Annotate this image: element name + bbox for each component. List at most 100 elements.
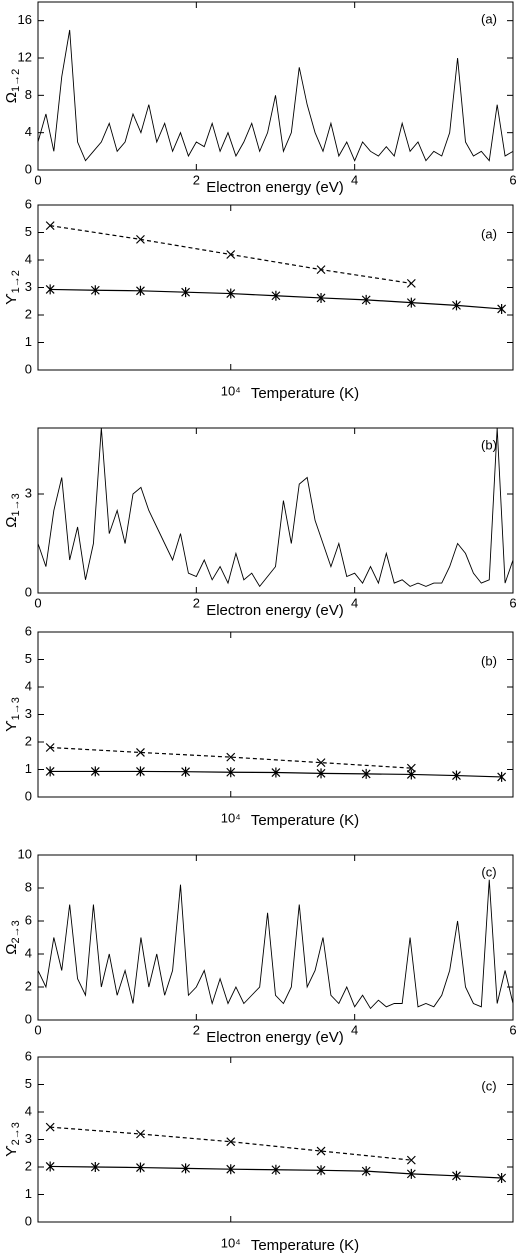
panel: 0 4 8 12 16 0 2 4 6 Electron energy (eV) Ω1→2 (a) <box>3 1 517 196</box>
x-tick-label: 0 <box>34 595 41 610</box>
marker <box>136 748 145 757</box>
x-tick-label: 10⁴ <box>221 1235 241 1250</box>
y-tick-label: 10 <box>18 846 32 861</box>
marker <box>497 771 507 782</box>
marker <box>452 300 461 311</box>
series-line <box>38 879 513 1010</box>
marker <box>316 1165 326 1176</box>
x-tick-label: 2 <box>193 1022 200 1037</box>
marker <box>497 1173 507 1183</box>
marker <box>45 766 55 777</box>
marker <box>497 303 507 314</box>
y-tick-label: 6 <box>25 196 32 211</box>
x-tick-label: 4 <box>351 595 358 610</box>
marker <box>406 1168 416 1179</box>
y-label-subscript: 1→3 <box>10 493 22 516</box>
marker <box>406 297 416 308</box>
y-tick-label: 2 <box>25 733 32 748</box>
marker <box>452 770 461 781</box>
y-tick-label: 1 <box>25 761 32 776</box>
y-tick-label: 4 <box>25 945 32 960</box>
y-axis-label: ϒ1→3 <box>3 697 22 732</box>
y-label-subscript: 2→3 <box>10 1122 22 1145</box>
y-tick-label: 16 <box>18 12 32 27</box>
y-label-symbol: Ω <box>3 517 20 528</box>
y-tick-label: 3 <box>25 706 32 721</box>
x-axis-label: Electron energy (eV) <box>206 179 344 196</box>
y-tick-label: 4 <box>25 124 32 139</box>
series-line <box>38 29 513 162</box>
y-label-subscript: 1→2 <box>10 69 22 92</box>
marker <box>361 1166 371 1177</box>
marker <box>45 221 55 231</box>
x-tick-label: 10⁴ <box>221 383 241 398</box>
x-tick-label: 6 <box>509 595 516 610</box>
panel-label: (c) <box>481 1078 496 1093</box>
plot-area <box>45 743 507 782</box>
y-tick-label: 4 <box>25 251 32 266</box>
y-label-symbol: Ω <box>3 944 20 955</box>
panel: 0 1 2 3 4 5 6 10⁴ Temperature (K) ϒ1→3 (b) <box>3 623 514 829</box>
y-tick-label: 0 <box>25 161 32 176</box>
panel: 0 2 4 6 8 10 0 2 4 6 Electron energy (eV) Ω2→3 (c) <box>3 846 517 1046</box>
panel: 0 1 2 3 4 5 6 10⁴ Temperature (K) ϒ1→2 (a) <box>3 196 514 402</box>
marker <box>90 1162 100 1172</box>
x-tick-label: 4 <box>351 1022 358 1037</box>
x-tick-label: 4 <box>351 172 358 187</box>
y-tick-label: 5 <box>25 224 32 239</box>
marker <box>181 1163 191 1174</box>
plot-frame <box>37 1 514 171</box>
marker <box>316 1146 326 1156</box>
marker <box>361 294 371 305</box>
marker <box>226 752 236 762</box>
y-axis-label: Ω1→2 <box>3 69 22 103</box>
panel-label: (a) <box>481 226 497 241</box>
series-line <box>50 746 412 769</box>
marker <box>181 766 191 777</box>
y-tick-label: 8 <box>25 879 32 894</box>
y-tick-label: 4 <box>25 1103 32 1118</box>
y-tick-label: 2 <box>25 306 32 321</box>
y-axis-label: Ω2→3 <box>3 920 22 954</box>
y-tick-label: 5 <box>25 1076 32 1091</box>
x-tick-label: 6 <box>509 1022 516 1037</box>
plot-frame <box>37 631 514 798</box>
x-tick-label: 0 <box>34 172 41 187</box>
x-axis-label: Temperature (K) <box>251 1237 359 1254</box>
y-tick-label: 6 <box>25 912 32 927</box>
marker <box>45 743 55 752</box>
marker <box>136 285 145 296</box>
x-tick-label: 6 <box>509 172 516 187</box>
marker <box>226 1164 236 1175</box>
marker <box>136 766 145 777</box>
y-tick-label: 5 <box>25 651 32 666</box>
marker <box>271 290 281 301</box>
panel: 0 1 2 3 4 5 6 10⁴ Temperature (K) ϒ2→3 (c) <box>3 1048 514 1254</box>
y-label-subscript: 1→2 <box>10 270 22 293</box>
marker <box>136 1162 145 1173</box>
x-tick-label: 2 <box>193 172 200 187</box>
marker <box>226 1137 236 1147</box>
y-label-symbol: Ω <box>3 92 20 103</box>
series-line <box>50 1126 412 1161</box>
marker <box>452 1170 461 1181</box>
x-tick-label: 10⁴ <box>221 810 241 825</box>
y-tick-label: 0 <box>25 1213 32 1228</box>
marker <box>316 265 326 275</box>
marker <box>45 284 55 295</box>
panel: 0 3 0 2 4 6 Electron energy (eV) Ω1→3 (b) <box>3 427 517 619</box>
y-label-subscript: 1→3 <box>10 697 22 720</box>
marker <box>271 1164 281 1175</box>
plot-frame <box>37 427 514 594</box>
x-tick-label: 2 <box>193 595 200 610</box>
y-label-symbol: ϒ <box>3 720 20 732</box>
marker <box>90 285 100 296</box>
marker <box>406 1155 416 1165</box>
y-tick-label: 3 <box>25 279 32 294</box>
y-tick-label: 8 <box>25 87 32 102</box>
y-tick-label: 3 <box>25 1131 32 1146</box>
x-axis-label: Electron energy (eV) <box>206 1029 344 1046</box>
x-axis-label: Temperature (K) <box>251 812 359 829</box>
marker <box>226 767 236 778</box>
